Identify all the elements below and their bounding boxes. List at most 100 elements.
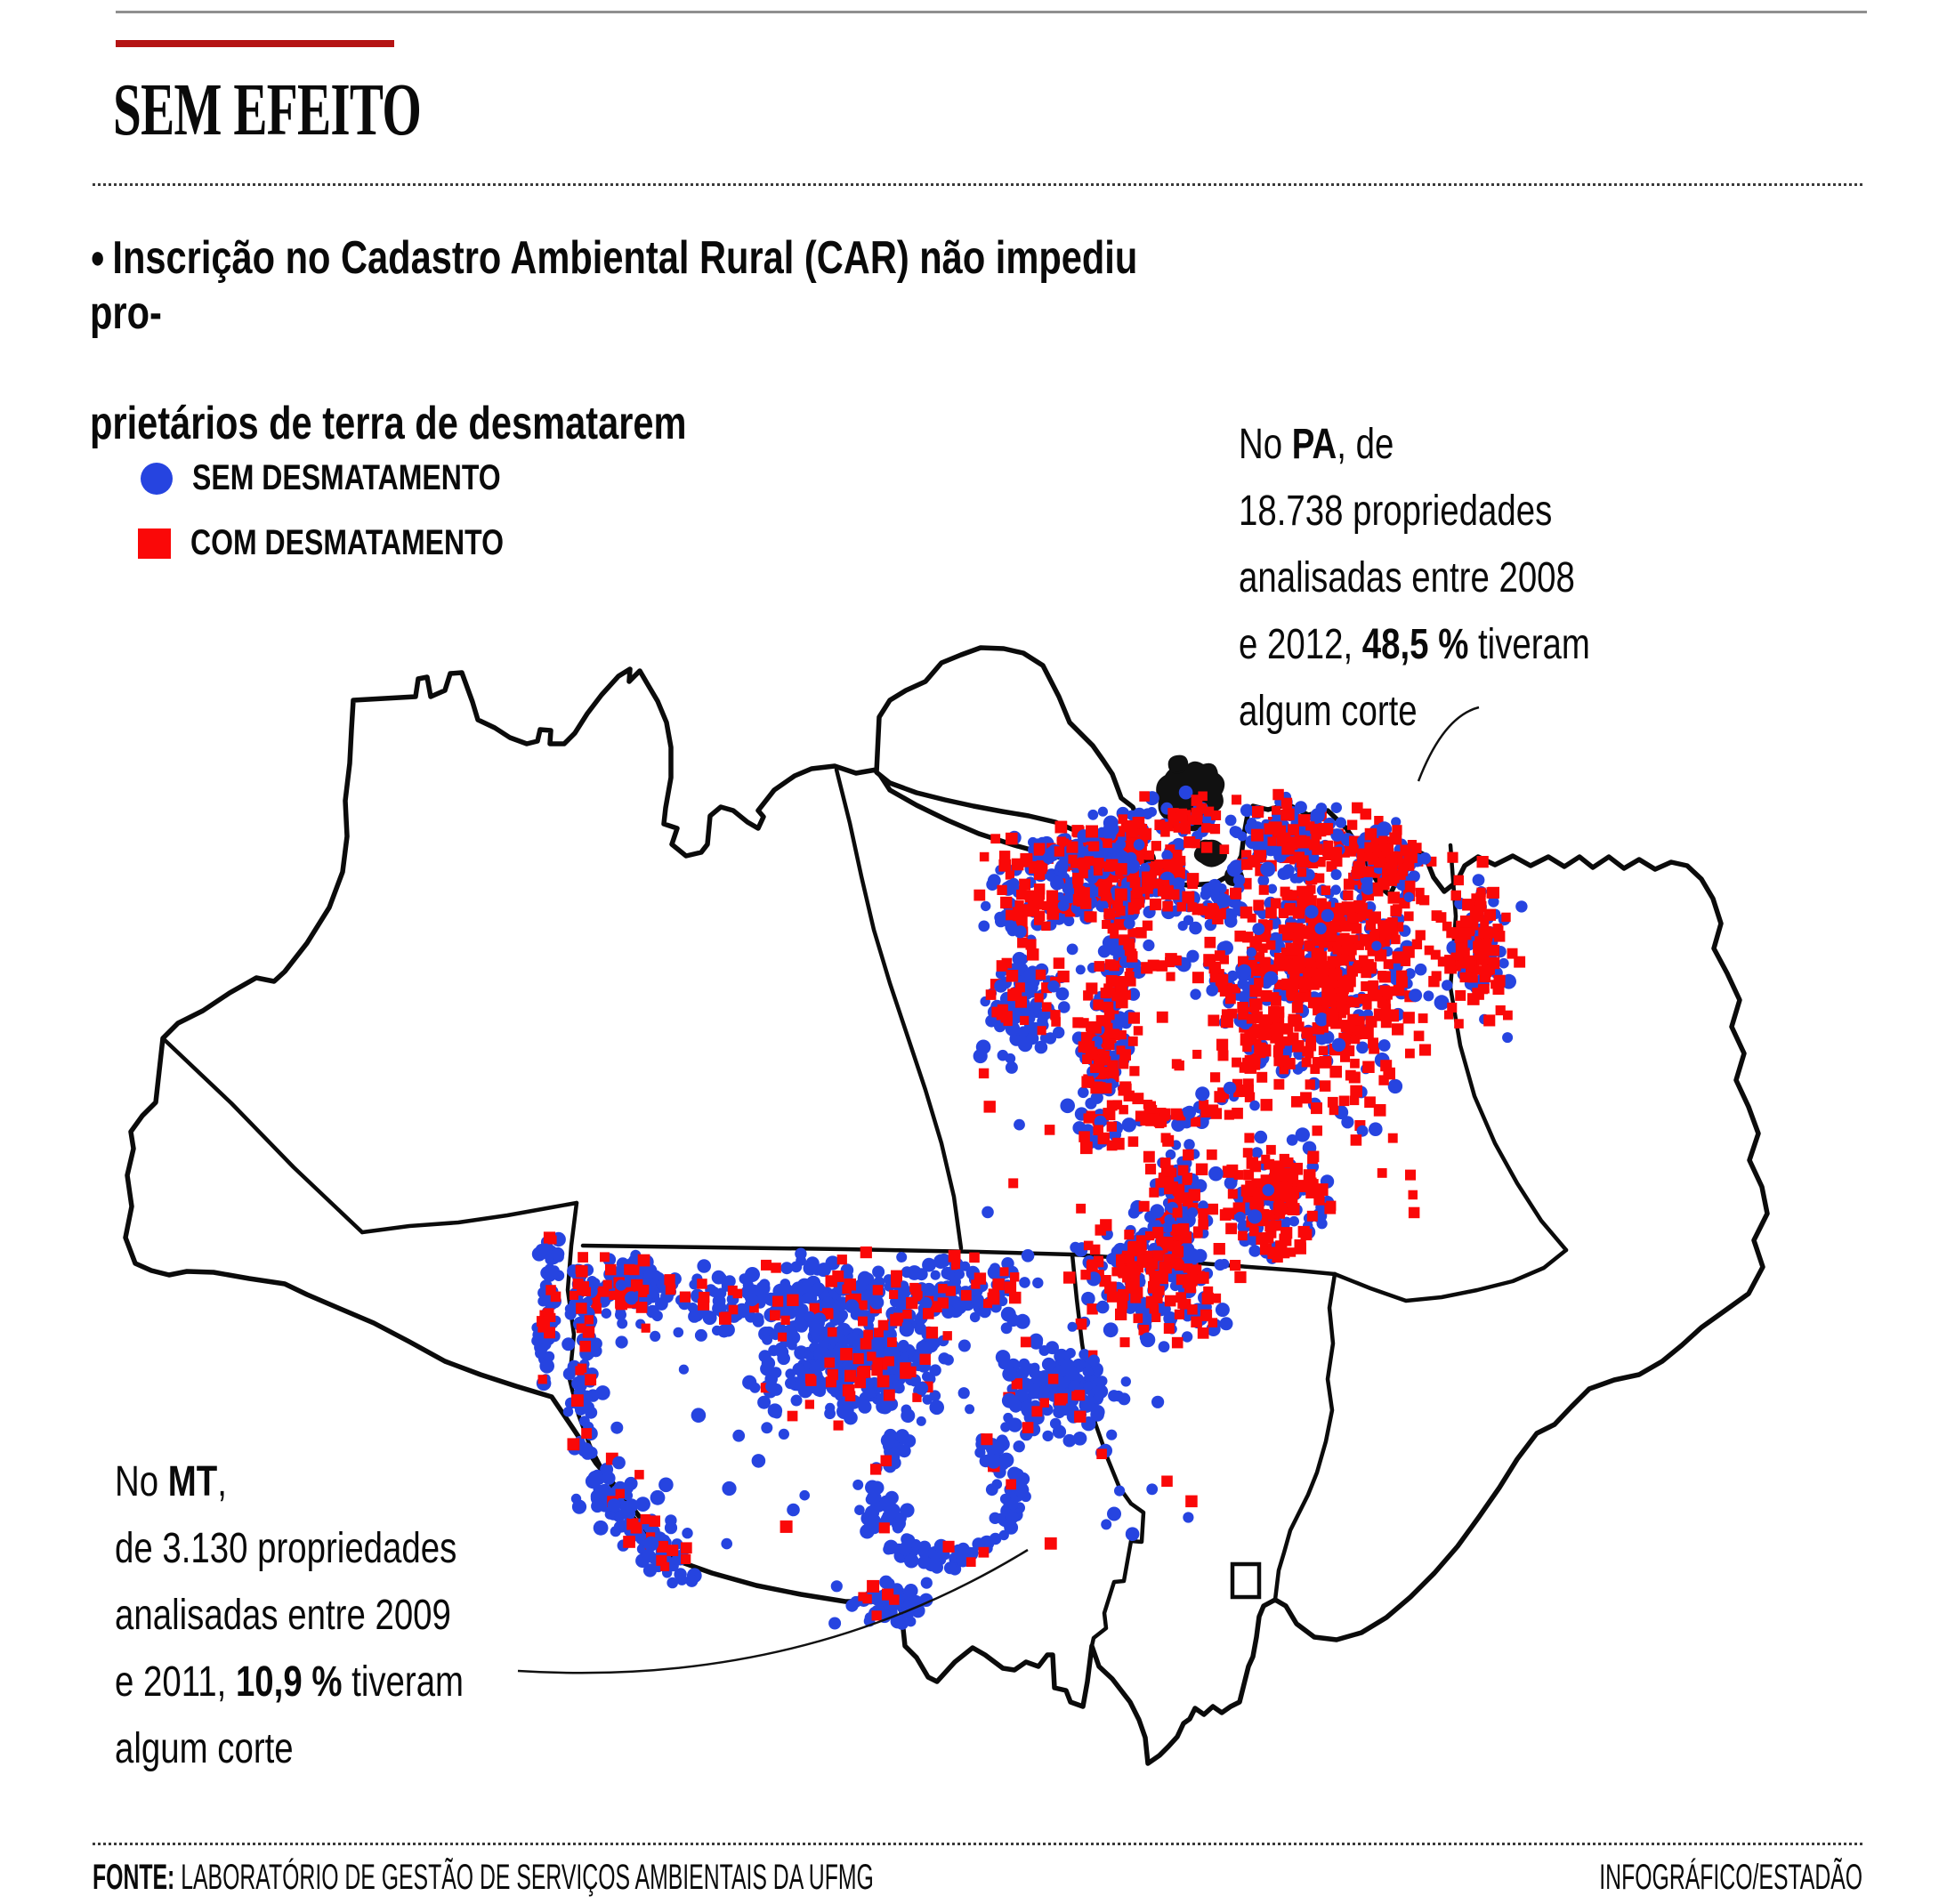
- dot-com-desmatamento: [1106, 1140, 1118, 1151]
- dot-com-desmatamento: [1242, 1078, 1254, 1090]
- dot-com-desmatamento: [1353, 1016, 1365, 1027]
- dot-sem-desmatamento: [896, 1252, 908, 1263]
- dot-com-desmatamento: [578, 1286, 587, 1296]
- dot-sem-desmatamento: [917, 1341, 933, 1357]
- dot-com-desmatamento: [1082, 1054, 1092, 1064]
- dot-sem-desmatamento: [833, 1359, 844, 1371]
- dot-sem-desmatamento: [678, 1364, 690, 1375]
- dot-sem-desmatamento: [617, 1318, 628, 1329]
- dot-com-desmatamento: [860, 1366, 870, 1376]
- dot-sem-desmatamento: [854, 1505, 865, 1515]
- dot-com-desmatamento: [1075, 1318, 1087, 1330]
- dot-com-desmatamento: [1155, 1178, 1166, 1188]
- border-pa-ma: [1448, 843, 1569, 1253]
- dot-com-desmatamento: [990, 834, 1001, 844]
- dot-com-desmatamento: [1307, 1150, 1320, 1163]
- dot-com-desmatamento: [602, 1279, 612, 1289]
- dot-com-desmatamento: [909, 1282, 919, 1293]
- dot-sem-desmatamento: [841, 1360, 852, 1372]
- dot-com-desmatamento: [1174, 1193, 1184, 1204]
- dot-sem-desmatamento: [901, 1266, 913, 1279]
- dot-com-desmatamento: [1249, 1226, 1259, 1237]
- dot-com-desmatamento: [1364, 958, 1374, 969]
- dot-sem-desmatamento: [1042, 1430, 1054, 1442]
- dot-com-desmatamento: [1281, 978, 1294, 991]
- dot-com-desmatamento: [1308, 1179, 1319, 1190]
- dot-com-desmatamento: [1167, 812, 1180, 824]
- dot-com-desmatamento: [1093, 999, 1104, 1011]
- dot-sem-desmatamento: [755, 1280, 771, 1296]
- footer-source: FONTE: LABORATÓRIO DE GESTÃO DE SERVIÇOS…: [93, 1858, 1353, 1898]
- dot-com-desmatamento: [1489, 928, 1499, 939]
- dot-com-desmatamento: [1314, 930, 1325, 940]
- dot-sem-desmatamento: [723, 1275, 736, 1287]
- dot-com-desmatamento: [1187, 1304, 1198, 1315]
- dot-sem-desmatamento: [1502, 1032, 1514, 1044]
- dot-sem-desmatamento: [795, 1319, 809, 1333]
- dot-com-desmatamento: [1288, 991, 1297, 1002]
- dot-com-desmatamento: [1383, 959, 1394, 970]
- dot-com-desmatamento: [1141, 882, 1153, 894]
- dot-sem-desmatamento: [1305, 905, 1319, 919]
- dot-com-desmatamento: [1459, 972, 1470, 983]
- dot-com-desmatamento: [1135, 1235, 1146, 1246]
- dot-com-desmatamento: [1046, 890, 1059, 902]
- legend-blue-circle-icon: [141, 462, 173, 495]
- dot-com-desmatamento: [1273, 1078, 1285, 1090]
- dot-com-desmatamento: [985, 989, 997, 1000]
- dot-com-desmatamento: [889, 1289, 899, 1299]
- dot-com-desmatamento: [1034, 889, 1046, 900]
- dot-com-desmatamento: [1057, 970, 1070, 983]
- dot-com-desmatamento: [1025, 939, 1037, 950]
- dot-sem-desmatamento: [626, 1508, 636, 1520]
- dot-sem-desmatamento: [804, 1291, 818, 1305]
- dot-sem-desmatamento: [1183, 1512, 1194, 1523]
- dot-com-desmatamento: [1086, 1110, 1095, 1120]
- dot-com-desmatamento: [1486, 887, 1499, 899]
- dot-com-desmatamento: [1053, 957, 1065, 969]
- dot-com-desmatamento: [1283, 1157, 1294, 1168]
- dot-com-desmatamento: [1008, 1178, 1019, 1189]
- dot-com-desmatamento: [1081, 1076, 1094, 1088]
- red-accent-rule: [116, 40, 394, 47]
- dot-com-desmatamento: [1318, 1045, 1329, 1055]
- dot-com-desmatamento: [1100, 1219, 1112, 1231]
- dot-com-desmatamento: [1272, 1183, 1283, 1194]
- dot-com-desmatamento: [1191, 1316, 1202, 1327]
- dot-sem-desmatamento: [1295, 1127, 1311, 1142]
- dot-sem-desmatamento: [1019, 1277, 1030, 1288]
- dot-com-desmatamento: [1380, 1060, 1393, 1072]
- dot-com-desmatamento: [1480, 926, 1492, 939]
- dot-com-desmatamento: [882, 1588, 894, 1601]
- dot-com-desmatamento: [1279, 1065, 1289, 1075]
- dot-com-desmatamento: [1410, 843, 1422, 853]
- dot-com-desmatamento: [1405, 1048, 1415, 1059]
- dot-com-desmatamento: [1317, 827, 1327, 837]
- dot-sem-desmatamento: [987, 874, 1001, 888]
- dot-com-desmatamento: [1363, 909, 1373, 919]
- dot-com-desmatamento: [1293, 923, 1304, 933]
- dot-com-desmatamento: [1437, 956, 1448, 967]
- dot-com-desmatamento: [1386, 862, 1398, 874]
- dot-com-desmatamento: [681, 1553, 691, 1564]
- dot-com-desmatamento: [1339, 920, 1351, 932]
- dot-sem-desmatamento: [1234, 1211, 1247, 1223]
- dot-com-desmatamento: [1074, 1390, 1086, 1401]
- dot-sem-desmatamento: [1050, 875, 1064, 891]
- dot-com-desmatamento: [1265, 907, 1277, 919]
- dot-sem-desmatamento: [643, 1536, 659, 1552]
- dot-com-desmatamento: [1017, 937, 1028, 948]
- dot-sem-desmatamento: [852, 1479, 864, 1490]
- pa-callout-line: [1417, 706, 1480, 782]
- dot-com-desmatamento: [1171, 955, 1182, 966]
- dot-sem-desmatamento: [792, 1376, 807, 1392]
- dot-com-desmatamento: [1098, 884, 1111, 897]
- dot-com-desmatamento: [1163, 1323, 1175, 1335]
- dot-com-desmatamento: [1155, 1286, 1165, 1295]
- dot-com-desmatamento: [1117, 1298, 1128, 1310]
- dot-com-desmatamento: [1280, 1036, 1291, 1046]
- dot-sem-desmatamento: [1057, 900, 1070, 912]
- dot-com-desmatamento: [1411, 939, 1423, 949]
- dot-com-desmatamento: [1365, 1015, 1377, 1028]
